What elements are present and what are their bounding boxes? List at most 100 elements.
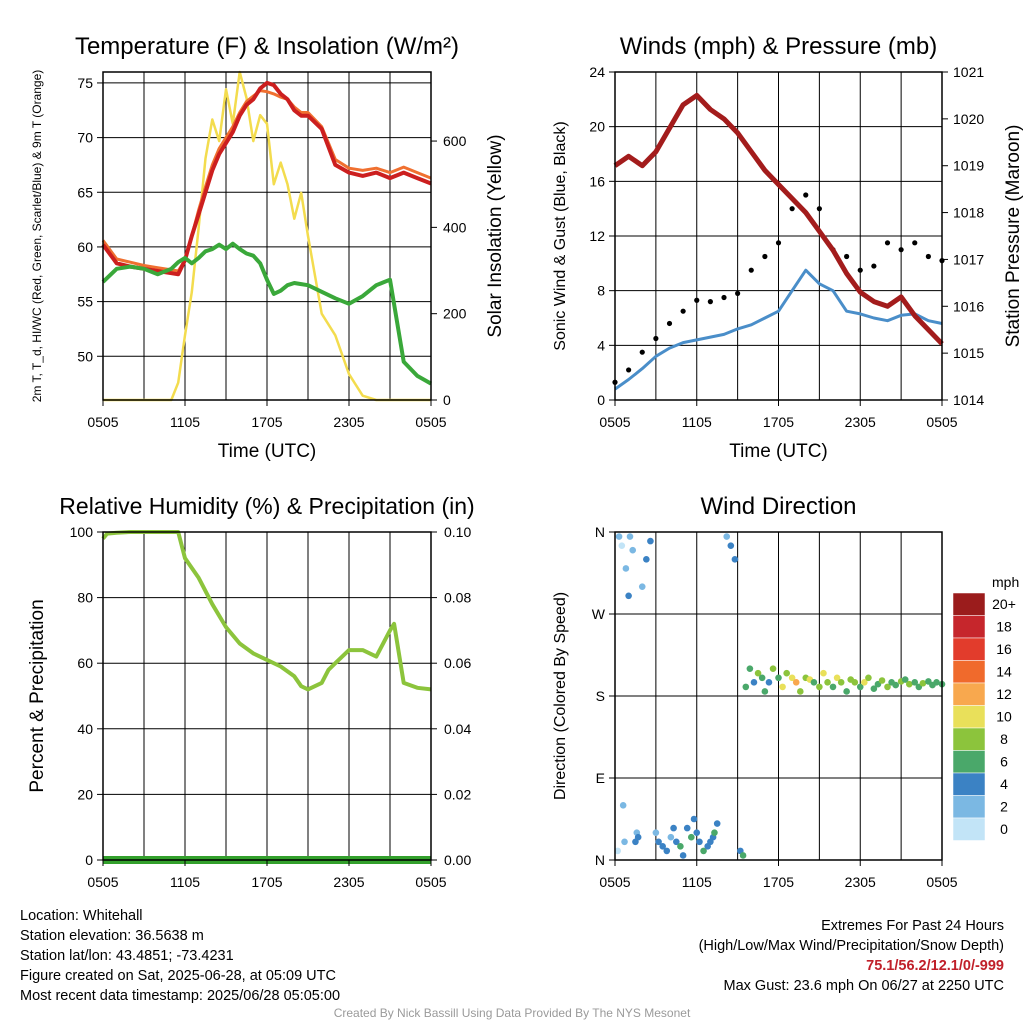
gust-point <box>694 297 700 303</box>
legend-swatch <box>952 615 986 639</box>
gust-point <box>844 253 850 260</box>
direction-point <box>670 824 677 832</box>
chart-title: Wind Direction <box>700 493 856 520</box>
gust-point <box>721 294 727 301</box>
y-axis-label: Direction (Colored By Speed) <box>552 592 569 800</box>
direction-point <box>861 679 868 686</box>
y-tick-label: 55 <box>77 294 93 310</box>
direction-point <box>696 838 703 846</box>
y-tick-label: 20 <box>77 786 93 802</box>
gust-point <box>871 263 877 269</box>
y-tick-label: 60 <box>77 655 93 671</box>
panel-1: 50 55 60 65 70 75 0 200 400 600 0505 1105 1705 2305 05… <box>30 33 506 462</box>
x-tick-label: 0505 <box>87 414 118 430</box>
direction-point <box>690 815 698 823</box>
direction-point <box>750 679 758 686</box>
figure-created: Figure created on Sat, 2025-06-28, at 05… <box>20 968 336 984</box>
direction-point <box>792 679 800 686</box>
x-tick-label: 1105 <box>682 414 712 430</box>
y-tick-label: 0 <box>597 392 605 408</box>
x-tick-label: 0505 <box>926 414 957 430</box>
y2-tick-label: 0.08 <box>444 590 471 606</box>
x-tick-label: 2305 <box>845 874 876 890</box>
x-tick-label: 1105 <box>170 414 200 430</box>
direction-point <box>643 556 650 563</box>
y2-tick-label: 400 <box>443 219 467 235</box>
x-axis-label: Time (UTC) <box>218 441 317 462</box>
direction-point <box>634 833 642 841</box>
series-line-2m-temp <box>101 80 432 277</box>
direction-point <box>727 542 735 549</box>
direction-point <box>688 833 695 841</box>
gust-point <box>803 192 809 198</box>
direction-point <box>739 852 747 859</box>
gust-point <box>748 267 754 273</box>
direction-point <box>731 556 739 563</box>
gust-point <box>653 335 659 342</box>
direction-point <box>614 847 622 855</box>
y2-tick-label: 0.04 <box>444 721 471 737</box>
station-info: Location: Whitehall Station elevation: 3… <box>20 906 340 1006</box>
y-tick-label: 12 <box>589 228 605 244</box>
direction-point <box>711 829 718 836</box>
direction-point <box>851 679 859 686</box>
direction-point <box>638 583 646 590</box>
y-tick-label: W <box>592 606 606 622</box>
x-tick-label: 1705 <box>763 874 794 890</box>
direction-point <box>742 683 750 691</box>
gust-point <box>884 240 891 246</box>
y2-axis-label: Station Pressure (Maroon) <box>1003 125 1024 348</box>
direction-point <box>652 829 660 836</box>
direction-point <box>810 679 818 686</box>
station-elevation: Station elevation: 36.5638 m <box>20 928 204 944</box>
x-tick-label: 1105 <box>682 874 712 890</box>
gust-point <box>816 206 822 212</box>
legend-swatch <box>952 817 986 841</box>
direction-point <box>843 688 850 695</box>
y2-axis-label: Solar Insolation (Yellow) <box>485 134 506 337</box>
x-axis-label: Time (UTC) <box>729 441 828 462</box>
y2-tick-label: 1014 <box>953 392 984 408</box>
y-tick-label: 80 <box>77 590 93 606</box>
station-location: Location: Whitehall <box>20 908 143 924</box>
direction-point <box>663 847 671 855</box>
y2-tick-label: 1016 <box>953 298 984 314</box>
legend-label: 0 <box>1000 821 1008 837</box>
direction-point <box>615 533 623 540</box>
y2-tick-label: 0 <box>443 392 451 408</box>
direction-point <box>622 565 630 572</box>
y-tick-label: 0 <box>85 852 93 868</box>
direction-point <box>746 665 754 672</box>
y-tick-label: 40 <box>77 721 93 737</box>
max-gust: Max Gust: 23.6 mph On 06/27 at 2250 UTC <box>723 978 1004 994</box>
direction-point <box>779 683 786 691</box>
direction-point <box>919 679 927 687</box>
legend-swatch <box>952 637 986 661</box>
direction-point <box>837 679 845 686</box>
direction-point <box>713 820 721 827</box>
legend-label: 8 <box>1000 731 1008 747</box>
legend-swatch <box>952 750 986 774</box>
direction-point <box>833 674 841 682</box>
direction-point <box>758 674 766 682</box>
y2-tick-label: 0.06 <box>444 655 471 671</box>
direction-point <box>797 688 804 695</box>
direction-point <box>761 688 769 695</box>
y2-tick-label: 1015 <box>953 345 984 361</box>
y2-tick-label: 1017 <box>953 251 984 267</box>
gust-point <box>626 367 632 373</box>
y-tick-label: 8 <box>597 283 605 299</box>
y2-tick-label: 0.00 <box>444 852 471 868</box>
direction-point <box>647 537 654 545</box>
direction-point <box>621 838 628 846</box>
direction-point <box>677 843 684 850</box>
direction-point <box>693 829 701 836</box>
extremes-subtitle: (High/Low/Max Wind/Precipitation/Snow De… <box>698 938 1004 954</box>
direction-point <box>659 843 666 850</box>
y2-tick-label: 1021 <box>953 64 984 80</box>
y-tick-label: 24 <box>589 64 605 80</box>
y2-tick-label: 0.02 <box>444 786 471 802</box>
chart-title: Relative Humidity (%) & Precipitation (i… <box>59 493 474 519</box>
direction-point <box>679 852 687 859</box>
